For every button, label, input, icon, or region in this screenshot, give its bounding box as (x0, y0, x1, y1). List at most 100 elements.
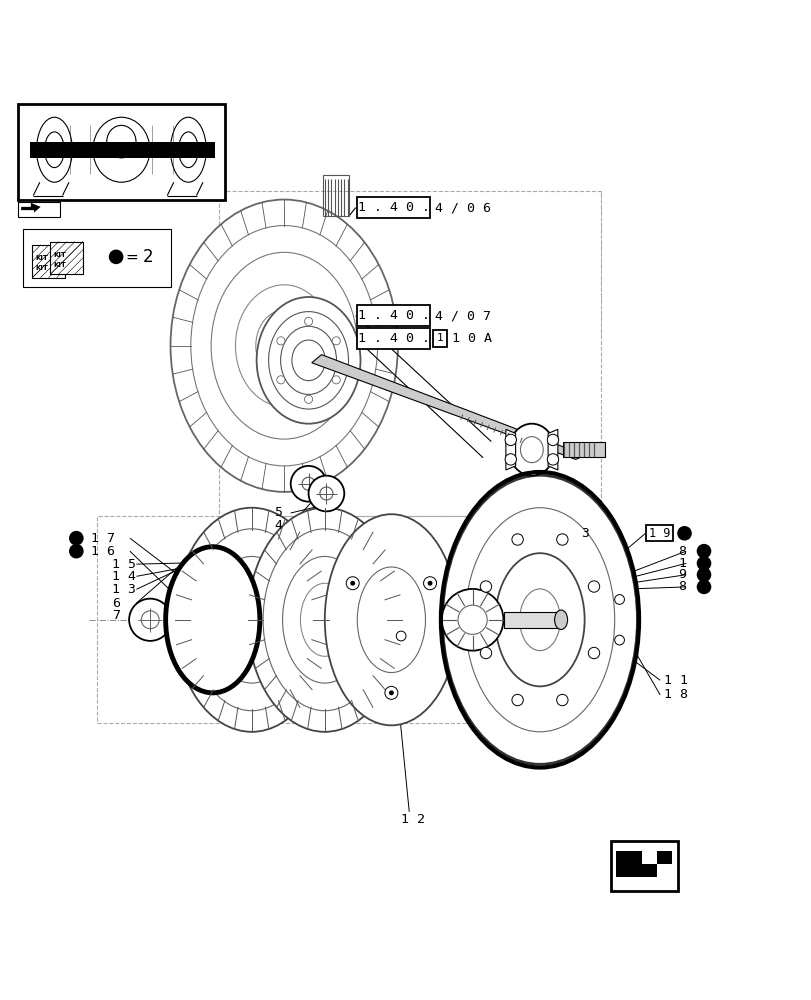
Circle shape (479, 581, 491, 592)
Circle shape (109, 250, 123, 264)
Text: 1 1: 1 1 (663, 674, 688, 687)
Polygon shape (504, 612, 560, 628)
Circle shape (304, 395, 312, 403)
Circle shape (588, 647, 599, 659)
Ellipse shape (256, 297, 360, 424)
Text: 1 . 4 0 .: 1 . 4 0 . (358, 332, 429, 345)
Ellipse shape (519, 589, 560, 651)
Ellipse shape (520, 437, 543, 463)
Text: 4 / 0 7: 4 / 0 7 (435, 309, 491, 322)
Text: =: = (126, 249, 139, 264)
Ellipse shape (263, 529, 386, 711)
Circle shape (427, 581, 432, 586)
Circle shape (556, 534, 568, 545)
Text: 4 / 0 6: 4 / 0 6 (435, 201, 491, 214)
Ellipse shape (442, 475, 637, 764)
Ellipse shape (209, 556, 294, 683)
Ellipse shape (255, 310, 312, 381)
Bar (50, 242, 83, 274)
Circle shape (504, 434, 516, 446)
Circle shape (290, 466, 326, 502)
Text: KIT: KIT (53, 252, 66, 258)
Text: 1: 1 (436, 333, 443, 343)
Bar (357, 305, 430, 326)
Ellipse shape (174, 508, 328, 732)
Circle shape (350, 581, 354, 586)
Text: 7: 7 (112, 609, 120, 622)
Ellipse shape (282, 556, 367, 683)
Ellipse shape (165, 547, 260, 693)
Circle shape (696, 580, 710, 594)
Text: 1 5: 1 5 (112, 558, 136, 571)
Text: 1 9: 1 9 (648, 527, 669, 540)
Bar (432, 330, 447, 347)
Ellipse shape (495, 553, 584, 686)
Ellipse shape (357, 567, 425, 673)
Polygon shape (616, 851, 671, 877)
Circle shape (141, 611, 159, 629)
Circle shape (479, 647, 491, 659)
Text: 8: 8 (677, 580, 685, 593)
Bar (97, 516, 584, 723)
Circle shape (69, 531, 84, 545)
Circle shape (302, 477, 315, 490)
Circle shape (511, 534, 522, 545)
Circle shape (129, 599, 171, 641)
Text: 1 6: 1 6 (91, 545, 115, 558)
Circle shape (511, 694, 522, 706)
Text: 1 . 4 0 .: 1 . 4 0 . (358, 309, 429, 322)
Ellipse shape (457, 605, 487, 634)
Ellipse shape (324, 514, 457, 725)
Bar (219, 191, 600, 516)
Bar (23, 229, 170, 287)
Circle shape (388, 690, 393, 695)
Text: 1 . 4 0 .: 1 . 4 0 . (358, 201, 429, 214)
Circle shape (696, 567, 710, 582)
Bar (357, 197, 430, 218)
Circle shape (696, 556, 710, 571)
Circle shape (304, 317, 312, 325)
Text: 1 8: 1 8 (663, 688, 688, 701)
Circle shape (547, 434, 558, 446)
Text: 1 7: 1 7 (91, 532, 115, 545)
Ellipse shape (508, 424, 554, 476)
Ellipse shape (300, 583, 349, 656)
Circle shape (588, 581, 599, 592)
Text: 2: 2 (143, 248, 153, 266)
Ellipse shape (268, 312, 348, 409)
Text: KIT: KIT (53, 262, 66, 268)
Circle shape (332, 376, 340, 384)
Ellipse shape (191, 226, 377, 466)
Circle shape (676, 526, 691, 541)
Text: 1 4: 1 4 (112, 570, 136, 583)
Text: KIT: KIT (35, 255, 48, 261)
Text: 1 2: 1 2 (401, 813, 425, 826)
Circle shape (308, 476, 344, 511)
Text: 1: 1 (677, 557, 685, 570)
Text: 3: 3 (581, 527, 589, 540)
Ellipse shape (292, 340, 324, 381)
Ellipse shape (281, 326, 336, 394)
Polygon shape (505, 429, 515, 470)
Circle shape (504, 454, 516, 465)
Ellipse shape (235, 285, 333, 407)
Circle shape (277, 337, 285, 345)
Bar (32, 245, 65, 278)
Text: 9: 9 (677, 568, 685, 581)
Ellipse shape (465, 508, 614, 732)
Ellipse shape (170, 200, 397, 492)
Polygon shape (547, 429, 557, 470)
Circle shape (614, 595, 624, 604)
Circle shape (547, 454, 558, 465)
Ellipse shape (211, 252, 357, 439)
Circle shape (345, 577, 358, 590)
Ellipse shape (247, 508, 401, 732)
Text: 1 0 A: 1 0 A (452, 332, 491, 345)
Circle shape (69, 544, 84, 558)
Circle shape (384, 686, 397, 699)
Text: 5: 5 (274, 506, 282, 519)
Ellipse shape (190, 529, 313, 711)
Circle shape (277, 376, 285, 384)
Bar (18, 202, 60, 217)
Polygon shape (311, 355, 585, 459)
